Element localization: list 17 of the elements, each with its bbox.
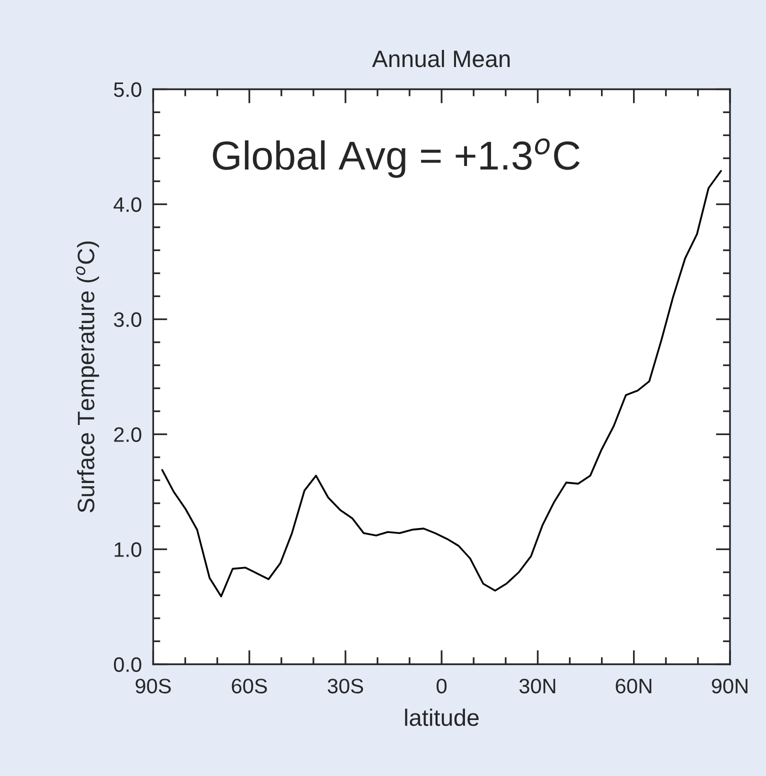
annotation: Global Avg = +1.3$^{o}$C bbox=[212, 138, 580, 178]
y-tick-label: 1.0 bbox=[114, 542, 142, 558]
x-tick-label: 90S bbox=[136, 678, 171, 694]
x-axis-title: latitude bbox=[405, 708, 479, 726]
x-tick-label: 90N bbox=[712, 678, 748, 694]
y-tick-label: 4.0 bbox=[114, 197, 142, 212]
y-tick-label: 2.0 bbox=[114, 427, 142, 442]
y-tick-label: 0.0 bbox=[114, 657, 142, 672]
x-tick-label: 60S bbox=[232, 678, 267, 694]
y-tick-label: 3.0 bbox=[114, 312, 142, 327]
y-tick-label: 5.0 bbox=[114, 82, 142, 97]
x-tick-label: 30S bbox=[328, 678, 364, 694]
x-tick-label: 60N bbox=[616, 678, 652, 694]
chart-title: Annual Mean bbox=[372, 50, 510, 68]
y-axis-title: Surface Temperature ($^{o}$C) bbox=[76, 242, 100, 512]
x-tick-label: 30N bbox=[519, 678, 556, 694]
x-tick-label: 0 bbox=[436, 678, 447, 694]
